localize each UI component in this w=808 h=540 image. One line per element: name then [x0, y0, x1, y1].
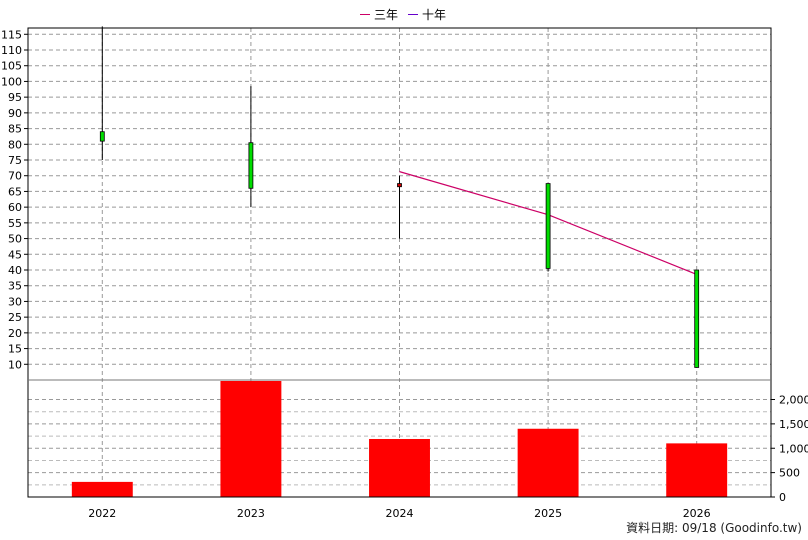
legend: 三年 十年 — [360, 6, 446, 23]
price-tick-label: 80 — [8, 138, 22, 151]
volume-tick-label: 1,500 — [779, 418, 808, 431]
price-tick-label: 40 — [8, 264, 22, 277]
x-tick-label: 2026 — [683, 507, 711, 520]
price-tick-label: 100 — [1, 75, 22, 88]
legend-label-10y: 十年 — [422, 8, 447, 22]
price-tick-label: 65 — [8, 185, 22, 198]
price-tick-label: 95 — [8, 91, 22, 104]
axes — [24, 27, 775, 498]
labels: 1015202530354045505560657075808590951001… — [1, 28, 808, 520]
volume-tick-label: 0 — [779, 491, 786, 504]
data-date-footer: 資料日期: 09/18 (Goodinfo.tw) — [626, 521, 802, 535]
volume-bars — [71, 380, 728, 497]
volume-tick-label: 2,000 — [779, 394, 808, 407]
legend-swatch-10y — [408, 14, 419, 15]
volume-bar — [71, 481, 133, 497]
price-tick-label: 55 — [8, 217, 22, 230]
candle-body — [694, 269, 700, 368]
price-tick-label: 30 — [8, 295, 22, 308]
x-tick-label: 2022 — [88, 507, 116, 520]
price-tick-label: 45 — [8, 248, 22, 261]
price-tick-label: 35 — [8, 280, 22, 293]
price-tick-label: 20 — [8, 327, 22, 340]
price-tick-label: 70 — [8, 170, 22, 183]
candle-body — [248, 142, 254, 189]
price-tick-label: 110 — [1, 44, 22, 57]
x-tick-label: 2024 — [386, 507, 414, 520]
x-tick-label: 2025 — [534, 507, 562, 520]
candles — [99, 26, 700, 368]
volume-tick-label: 1,000 — [779, 442, 808, 455]
price-tick-label: 90 — [8, 107, 22, 120]
candle-body — [99, 131, 105, 142]
price-tick-label: 75 — [8, 154, 22, 167]
price-tick-label: 115 — [1, 28, 22, 41]
price-tick-label: 50 — [8, 233, 22, 246]
volume-bar — [369, 438, 430, 497]
volume-bar — [666, 443, 728, 497]
volume-bar — [517, 428, 579, 497]
price-tick-label: 105 — [1, 60, 22, 73]
legend-swatch-3y — [360, 14, 370, 15]
price-tick-label: 25 — [8, 311, 22, 324]
legend-item-3y[interactable]: 三年 — [360, 6, 398, 23]
volume-bar — [220, 380, 282, 497]
candle-body — [545, 183, 551, 269]
price-tick-label: 10 — [8, 358, 22, 371]
price-tick-label: 60 — [8, 201, 22, 214]
legend-item-10y[interactable]: 十年 — [408, 6, 446, 23]
grid — [28, 28, 771, 497]
price-tick-label: 85 — [8, 123, 22, 136]
plot-frame — [27, 27, 772, 498]
x-tick-label: 2023 — [237, 507, 265, 520]
price-tick-label: 15 — [8, 343, 22, 356]
volume-tick-label: 500 — [779, 467, 800, 480]
candle-body — [397, 183, 402, 188]
legend-label-3y: 三年 — [374, 8, 399, 22]
